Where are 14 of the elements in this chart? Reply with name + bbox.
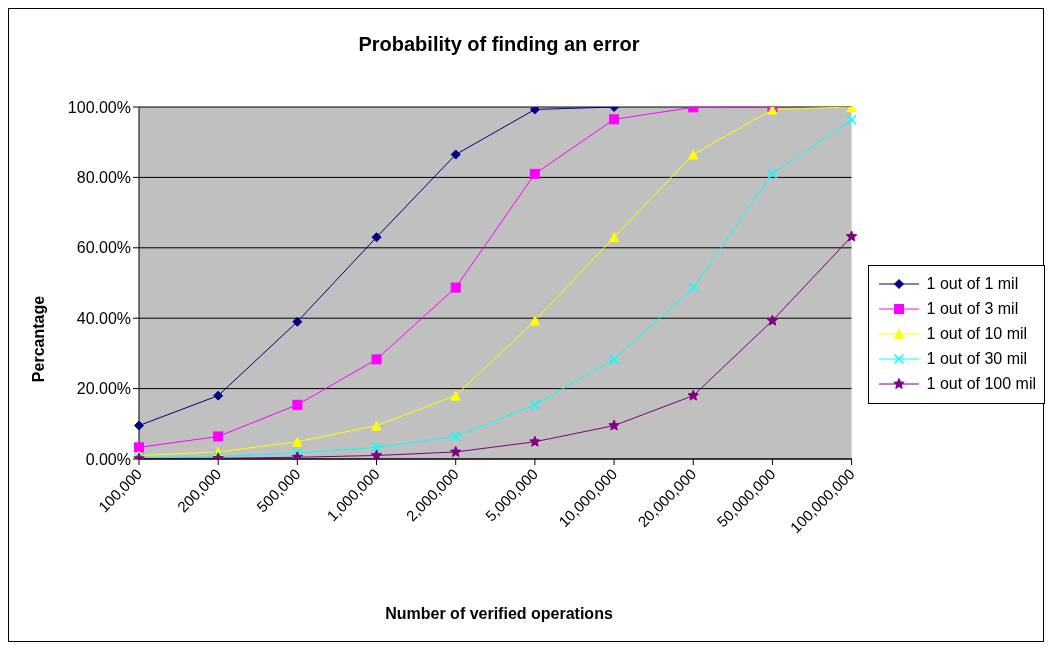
legend-label: 1 out of 3 mil xyxy=(926,300,1019,318)
chart-title: Probability of finding an error xyxy=(357,33,641,56)
legend-label: 1 out of 1 mil xyxy=(926,275,1019,293)
y-tick-label: 100.00% xyxy=(67,98,131,116)
y-tick-label: 40.00% xyxy=(76,309,131,327)
y-tick-label: 0.00% xyxy=(85,450,131,468)
legend-label: 1 out of 10 mil xyxy=(926,325,1028,343)
legend-label: 1 out of 30 mil xyxy=(926,350,1028,368)
y-tick-label: 60.00% xyxy=(76,239,131,257)
y-tick-label: 80.00% xyxy=(76,169,131,187)
y-axis-title: Percantage xyxy=(30,295,48,383)
legend-label: 1 out of 100 mil xyxy=(926,375,1036,393)
x-axis-title: Number of verified operations xyxy=(384,605,614,623)
y-tick-label: 20.00% xyxy=(76,380,131,398)
